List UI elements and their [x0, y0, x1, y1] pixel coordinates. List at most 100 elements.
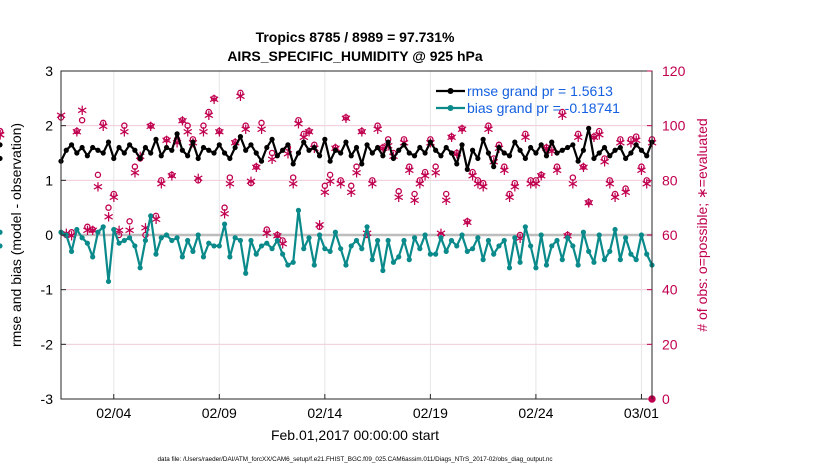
series-point — [148, 150, 154, 156]
obs-possible-point — [358, 127, 366, 135]
series-point — [528, 243, 534, 249]
obs-possible-point — [152, 212, 160, 220]
series-point — [517, 259, 523, 265]
obs-possible-point — [522, 130, 529, 138]
obs-possible-point — [416, 177, 424, 184]
series-point — [290, 259, 296, 265]
series-point — [628, 251, 634, 257]
obs-possible-point — [347, 182, 355, 190]
series-point — [549, 243, 555, 249]
obs-possible-point — [110, 190, 118, 198]
obs-evaluated-point: ∗ — [155, 175, 168, 193]
obs-possible-point — [395, 188, 402, 195]
x-tick-label: 02/24 — [518, 405, 553, 421]
series-point — [264, 144, 270, 151]
series-point — [84, 153, 90, 159]
series-point — [79, 144, 85, 151]
series-point — [116, 240, 122, 246]
series-point — [475, 155, 481, 162]
obs-evaluated-point: ∗ — [593, 125, 606, 143]
series-point — [522, 224, 528, 230]
obs-evaluated-point: ∗ — [287, 175, 300, 193]
series-point — [401, 142, 407, 148]
series-point — [580, 147, 587, 153]
obs-possible-point — [458, 125, 466, 132]
series-point — [227, 155, 233, 162]
series-point — [417, 144, 423, 151]
obs-evaluated-point: ∗ — [129, 164, 142, 182]
obs-possible-point — [511, 179, 519, 187]
obs-evaluated-point: ∗ — [261, 224, 274, 242]
obs-possible-point — [105, 204, 112, 211]
obs-evaluated-point: ∗ — [403, 161, 416, 179]
series-point — [464, 248, 470, 254]
series-point — [353, 237, 360, 244]
series-point — [111, 155, 117, 162]
series-point — [454, 161, 460, 167]
series-point — [332, 147, 338, 153]
obs-possible-point — [179, 116, 186, 124]
obs-possible-point — [638, 163, 645, 170]
obs-evaluated-point: ∗ — [509, 177, 522, 195]
series-point — [406, 257, 412, 263]
series-point — [211, 243, 217, 249]
series-point — [258, 243, 265, 249]
series-point — [533, 150, 539, 156]
series-point — [369, 150, 375, 156]
obs-possible-point — [78, 116, 86, 124]
series-point — [248, 237, 254, 244]
series-point — [142, 144, 149, 151]
series-point — [285, 142, 291, 148]
series-point — [385, 237, 391, 244]
series-point — [248, 142, 254, 148]
series-point — [0, 155, 3, 162]
x-axis-label: Feb.01,2017 00:00:00 start — [271, 427, 439, 443]
series-point — [549, 139, 555, 145]
obs-evaluated-point: ∗ — [197, 123, 210, 141]
series-point — [295, 150, 302, 156]
obs-evaluated-point: ∗ — [176, 112, 189, 130]
obs-evaluated-point: ∗ — [371, 120, 384, 138]
obs-possible-point — [121, 122, 128, 129]
obs-evaluated-point: ∗ — [556, 106, 569, 124]
series-point — [274, 153, 280, 159]
obs-evaluated-point: ∗ — [81, 221, 94, 239]
obs-possible-point — [622, 185, 629, 192]
series-point — [68, 248, 75, 254]
series-point — [586, 125, 592, 131]
series-point — [84, 240, 90, 246]
series-point — [132, 147, 138, 153]
obs-possible-point — [627, 136, 635, 143]
series-point — [132, 243, 138, 249]
series-point — [448, 237, 455, 244]
obs-evaluated-point: ∗ — [192, 169, 205, 187]
series-point — [633, 257, 639, 263]
series-point — [111, 226, 117, 233]
obs-evaluated-point: ∗ — [234, 87, 247, 105]
series-point — [512, 139, 518, 145]
obs-evaluated-point: ∗ — [71, 123, 84, 141]
series-point — [311, 262, 317, 268]
series-point — [591, 259, 597, 265]
obs-possible-point — [226, 174, 234, 181]
series-point — [280, 251, 286, 257]
series-point — [0, 243, 3, 249]
series-point — [295, 207, 302, 213]
series-point — [232, 235, 238, 241]
series-point — [359, 246, 365, 252]
obs-evaluated-point: ∗ — [477, 177, 490, 195]
obs-evaluated-point: ∗ — [535, 166, 548, 184]
obs-possible-point — [216, 127, 223, 135]
series-point — [142, 237, 149, 244]
series-point — [200, 144, 207, 151]
obs-possible-point — [205, 108, 212, 116]
series-layer — [0, 125, 655, 285]
obs-possible-point — [68, 229, 75, 236]
y-tick-labels: -3 -2 -1 0 1 2 3 — [41, 63, 66, 407]
series-point — [290, 161, 296, 167]
obs-possible-point — [168, 171, 176, 179]
series-point — [338, 150, 344, 156]
obs-possible-point — [194, 177, 202, 184]
obs-possible-point — [237, 89, 244, 97]
